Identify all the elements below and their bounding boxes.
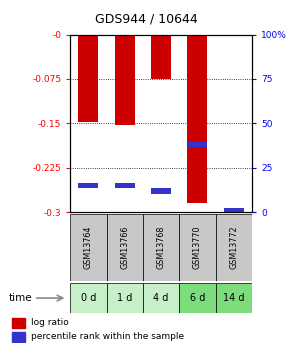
Bar [179,283,216,313]
Bar [224,208,244,213]
Bar [143,214,179,281]
Text: 6 d: 6 d [190,293,205,303]
Bar [188,142,207,147]
Text: 4 d: 4 d [154,293,169,303]
Text: GDS944 / 10644: GDS944 / 10644 [95,12,198,25]
Bar [79,34,98,122]
Bar [70,214,107,281]
Text: 14 d: 14 d [223,293,245,303]
Bar [107,214,143,281]
Bar [151,34,171,79]
Bar [11,332,25,342]
Bar [107,283,143,313]
Text: 0 d: 0 d [81,293,96,303]
Bar [11,318,25,328]
Text: GSM13770: GSM13770 [193,226,202,269]
Bar [224,34,244,36]
Text: GSM13766: GSM13766 [120,226,129,269]
Bar [151,188,171,194]
Text: GSM13768: GSM13768 [157,226,166,269]
Bar [188,34,207,203]
Bar [115,183,135,188]
Text: time: time [9,293,33,303]
Bar [79,183,98,188]
Text: log ratio: log ratio [31,318,69,327]
Bar [179,214,216,281]
Bar [216,214,252,281]
Text: 1 d: 1 d [117,293,132,303]
Bar [216,283,252,313]
Bar [70,283,107,313]
Text: percentile rank within the sample: percentile rank within the sample [31,332,184,341]
Text: GSM13772: GSM13772 [229,226,238,269]
Bar [115,34,135,125]
Text: GSM13764: GSM13764 [84,226,93,269]
Bar [143,283,179,313]
